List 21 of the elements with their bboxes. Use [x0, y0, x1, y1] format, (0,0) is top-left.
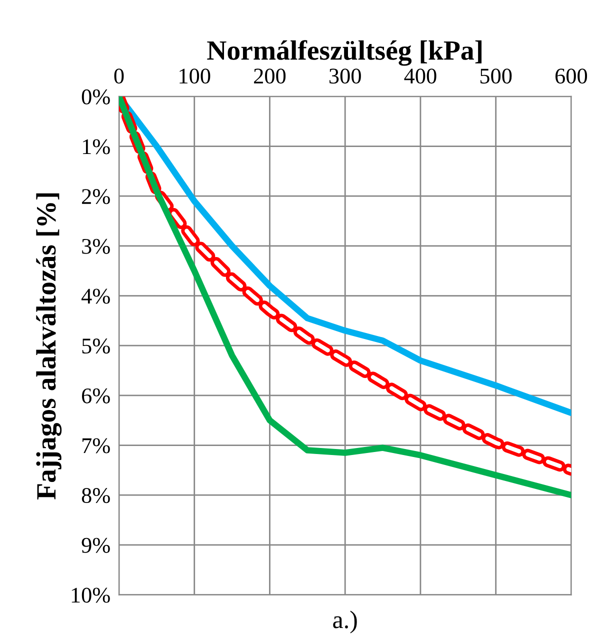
y-tick-label: 10%: [72, 588, 110, 603]
text: a.): [333, 610, 357, 634]
x-tick-label: 300: [329, 68, 361, 84]
x-tick-label: 200: [254, 68, 286, 84]
y-tick-label: 9%: [82, 538, 110, 553]
y-tick-label: 3%: [82, 238, 110, 254]
x-tick-label: 600: [555, 68, 588, 84]
y-tick-label: 1%: [83, 139, 110, 154]
y-axis-title: Fajjagos alakváltozás [%]: [36, 193, 62, 500]
x-tick-label: 0: [114, 68, 124, 84]
y-tick-label: 6%: [82, 388, 110, 404]
y-tick-label: 5%: [82, 338, 110, 354]
x-axis-title: Normálfeszültség [kPa]: [207, 40, 482, 66]
x-tick-label: 400: [404, 68, 436, 84]
y-tick-label: 2%: [82, 189, 110, 204]
y-tick-label: 0%: [82, 89, 110, 104]
y-tick-label: 4%: [81, 288, 110, 304]
x-tick-label: 100: [180, 68, 210, 84]
y-tick-label: 7%: [82, 438, 110, 454]
x-tick-label: 500: [480, 68, 512, 84]
y-tick-label: 8%: [82, 488, 110, 504]
